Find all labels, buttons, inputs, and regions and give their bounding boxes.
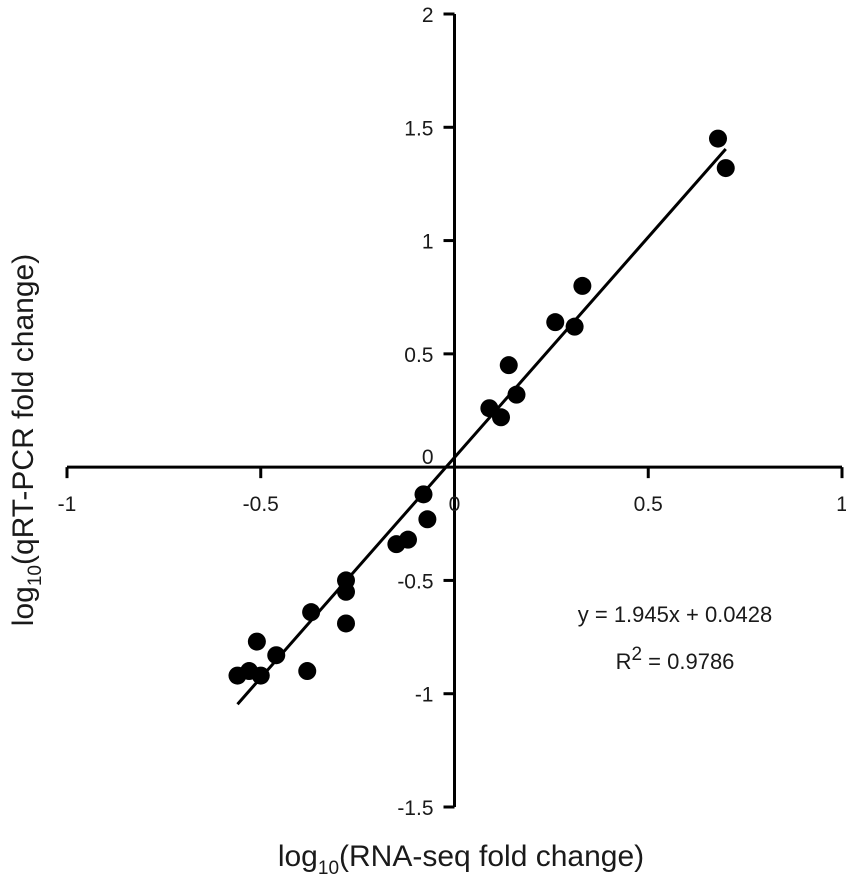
x-tick-label: -1 xyxy=(58,493,77,516)
y-tick-label: 1 xyxy=(422,231,434,254)
data-point xyxy=(507,385,526,404)
data-point xyxy=(546,313,565,332)
r-squared-prefix: R xyxy=(616,649,632,674)
y-tick-label: -0.5 xyxy=(397,570,433,593)
x-axis-title-subscript: 10 xyxy=(318,858,339,879)
r-squared-superscript: 2 xyxy=(631,644,642,665)
equation-label: y = 1.945x + 0.0428 xyxy=(578,602,773,627)
data-points xyxy=(228,129,735,685)
data-point xyxy=(565,317,584,336)
data-point xyxy=(298,662,317,681)
data-point xyxy=(399,530,417,549)
data-point xyxy=(573,276,592,295)
x-tick-label: 0.5 xyxy=(634,493,663,516)
y-tick-label: -1.5 xyxy=(397,797,433,820)
axes xyxy=(67,14,842,807)
origin-label: 0 xyxy=(422,446,434,469)
x-tick-label: -0.5 xyxy=(243,493,279,516)
x-axis-title-log: log xyxy=(278,840,318,873)
data-point xyxy=(267,646,286,665)
data-point xyxy=(492,408,510,427)
y-axis-title-subscript: 10 xyxy=(25,565,46,586)
x-axis-title: log10(RNA-seq fold change) xyxy=(278,840,644,879)
x-tick-label: 1 xyxy=(836,493,846,516)
x-axis-title-rest: (RNA-seq fold change) xyxy=(339,840,644,873)
x-tick-label: 0 xyxy=(449,493,461,516)
r-squared-value: = 0.9786 xyxy=(642,649,734,674)
data-point xyxy=(247,632,266,651)
tick-labels: -1 -0.5 0 0.5 1 -1.5 -1 -0.5 0.5 1 1.5 2 0 xyxy=(58,4,846,820)
ticks xyxy=(65,12,844,809)
data-point xyxy=(251,666,270,685)
y-tick-label: 0.5 xyxy=(404,344,433,367)
y-tick-label: 1.5 xyxy=(404,117,433,140)
data-point xyxy=(499,356,518,375)
y-tick-label: -1 xyxy=(415,684,434,707)
data-point xyxy=(337,614,355,633)
data-point xyxy=(414,485,433,504)
y-axis-title: log10(qRT-PCR fold change) xyxy=(7,254,46,626)
y-axis-title-rest: (qRT-PCR fold change) xyxy=(7,254,40,565)
data-point xyxy=(709,129,727,148)
data-point xyxy=(418,510,437,529)
r-squared-label: R2 = 0.9786 xyxy=(616,644,735,674)
y-axis-title-log: log xyxy=(7,586,40,626)
data-point xyxy=(302,603,321,622)
data-point xyxy=(716,159,735,178)
y-tick-label: 2 xyxy=(422,4,434,27)
data-point xyxy=(337,582,355,601)
